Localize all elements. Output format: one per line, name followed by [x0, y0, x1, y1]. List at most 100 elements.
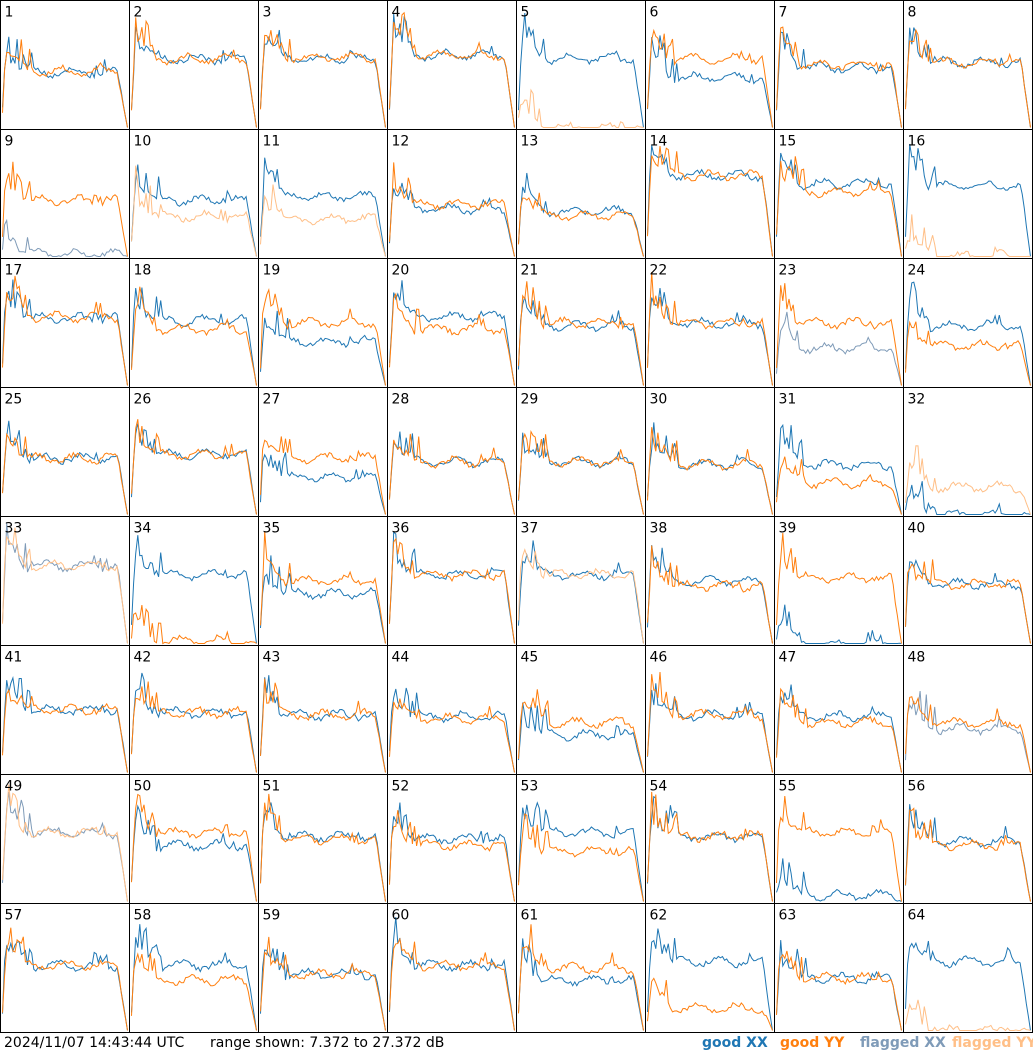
panel-label: 61 — [521, 908, 539, 924]
series-yy-line — [905, 445, 1031, 515]
panel-label: 11 — [263, 134, 281, 150]
panel-1: 1 — [0, 0, 130, 130]
panel-label: 62 — [650, 908, 668, 924]
series-xx-line — [647, 928, 773, 1031]
panel-label: 6 — [650, 5, 659, 21]
panel-38: 38 — [645, 516, 775, 646]
panel-frame — [516, 0, 646, 130]
panel-23: 23 — [774, 258, 904, 388]
panel-frame — [516, 258, 646, 388]
panel-label: 37 — [521, 521, 539, 537]
panel-frame — [387, 903, 517, 1033]
panel-frame — [774, 516, 904, 646]
panel-15: 15 — [774, 129, 904, 259]
panel-label: 57 — [5, 908, 23, 924]
panel-label: 43 — [263, 650, 281, 666]
panel-frame — [387, 0, 517, 130]
series-yy-line — [518, 689, 644, 773]
series-yy-line — [389, 433, 515, 515]
panel-label: 14 — [650, 134, 668, 150]
panel-frame — [516, 774, 646, 904]
panel-label: 28 — [392, 392, 410, 408]
series-yy-line — [905, 320, 1031, 386]
panel-18: 18 — [129, 258, 259, 388]
panel-frame — [774, 774, 904, 904]
legend-flagged-yy: flagged YY — [952, 1035, 1033, 1051]
panel-label: 52 — [392, 779, 410, 795]
timestamp: 2024/11/07 14:43:44 UTC — [4, 1035, 185, 1051]
panel-59: 59 — [258, 903, 388, 1033]
series-yy-line — [2, 275, 128, 386]
panel-11: 11 — [258, 129, 388, 259]
panel-35: 35 — [258, 516, 388, 646]
series-xx-line — [389, 182, 515, 257]
series-yy-line — [389, 11, 515, 128]
panel-label: 51 — [263, 779, 281, 795]
panel-label: 45 — [521, 650, 539, 666]
panel-label: 58 — [134, 908, 152, 924]
series-yy-line — [647, 427, 773, 515]
series-yy-line — [905, 28, 1031, 128]
series-yy-line — [131, 286, 257, 386]
series-xx-line — [905, 281, 1031, 386]
panel-48: 48 — [903, 645, 1033, 775]
series-yy-line — [905, 696, 1031, 773]
series-yy-line — [131, 419, 257, 515]
panel-12: 12 — [387, 129, 517, 259]
series-xx-line — [518, 801, 644, 902]
panel-3: 3 — [258, 0, 388, 130]
panel-29: 29 — [516, 387, 646, 517]
series-yy-line — [389, 537, 515, 644]
panel-label: 40 — [908, 521, 926, 537]
panel-label: 31 — [779, 392, 797, 408]
panel-39: 39 — [774, 516, 904, 646]
panel-53: 53 — [516, 774, 646, 904]
series-xx-line — [647, 288, 773, 386]
panel-42: 42 — [129, 645, 259, 775]
panel-57: 57 — [0, 903, 130, 1033]
series-xx-line — [260, 555, 386, 644]
series-yy-line — [776, 687, 902, 773]
series-xx-line — [131, 924, 257, 1031]
panel-label: 44 — [392, 650, 410, 666]
panel-2: 2 — [129, 0, 259, 130]
series-xx-line — [518, 13, 644, 128]
panel-label: 32 — [908, 392, 926, 408]
series-yy-line — [2, 527, 128, 644]
series-xx-line — [2, 676, 128, 773]
panel-61: 61 — [516, 903, 646, 1033]
panel-label: 47 — [779, 650, 797, 666]
series-yy-line — [389, 162, 515, 257]
series-xx-line — [131, 287, 257, 386]
series-yy-line — [260, 531, 386, 644]
series-yy-line — [518, 548, 644, 644]
series-yy-line — [389, 292, 515, 386]
series-xx-line — [389, 917, 515, 1031]
series-yy-line — [905, 999, 1031, 1032]
panel-27: 27 — [258, 387, 388, 517]
panel-label: 3 — [263, 5, 272, 21]
panel-24: 24 — [903, 258, 1033, 388]
series-xx-line — [2, 792, 128, 902]
panel-frame — [903, 258, 1033, 388]
panel-frame — [129, 387, 259, 517]
series-yy-line — [2, 688, 128, 773]
panel-label: 63 — [779, 908, 797, 924]
series-yy-line — [518, 924, 644, 1031]
series-yy-line — [518, 88, 644, 128]
panel-label: 41 — [5, 650, 23, 666]
series-xx-line — [389, 431, 515, 515]
panel-frame — [258, 0, 388, 130]
panel-47: 47 — [774, 645, 904, 775]
panel-9: 9 — [0, 129, 130, 259]
panel-43: 43 — [258, 645, 388, 775]
panel-label: 1 — [5, 5, 14, 21]
panel-label: 7 — [779, 5, 788, 21]
series-xx-line — [905, 940, 1031, 1031]
series-xx-line — [518, 938, 644, 1031]
panel-label: 2 — [134, 5, 143, 21]
series-yy-line — [131, 165, 257, 257]
series-xx-line — [131, 26, 257, 128]
panel-25: 25 — [0, 387, 130, 517]
